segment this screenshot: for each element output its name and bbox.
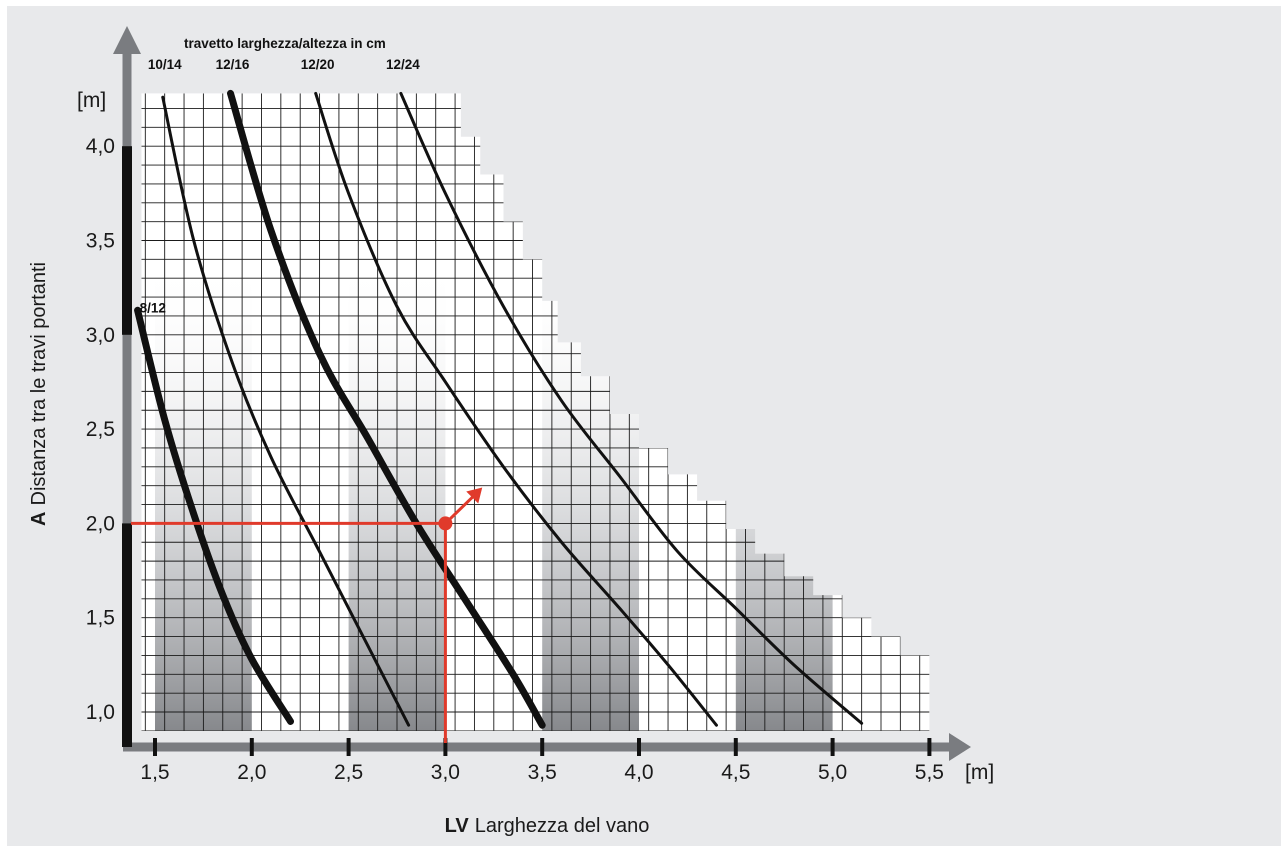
chart-title: travetto larghezza/altezza in cm xyxy=(184,36,386,51)
curve-label: 12/16 xyxy=(216,57,250,72)
x-axis-prefix: LV xyxy=(445,815,470,837)
x-tick-label: 4,5 xyxy=(721,761,750,784)
y-tick-label: 2,0 xyxy=(86,512,115,535)
x-tick-label: 5,0 xyxy=(818,761,847,784)
curve-8-12 xyxy=(134,306,295,725)
y-axis-marker xyxy=(122,523,132,747)
x-axis-arrow xyxy=(949,733,971,761)
x-tick-label: 2,5 xyxy=(334,761,363,784)
x-tick-label: 1,5 xyxy=(140,761,169,784)
grid-region xyxy=(141,93,930,731)
y-tick-label: 1,5 xyxy=(86,607,115,630)
example-arrow-head xyxy=(466,487,483,504)
example-point xyxy=(438,516,453,531)
y-tick-label: 2,5 xyxy=(86,418,115,441)
curve-10-14 xyxy=(161,95,411,727)
x-tick-label: 2,0 xyxy=(237,761,266,784)
curve-label: 12/20 xyxy=(301,57,335,72)
chart-frame: 1,5 2,0 2,5 3,0 3,5 4,0 4,5 5,0 5,5 1,0 1,5 2,0 2,5 3… xyxy=(7,6,1281,846)
axes: 1,5 2,0 2,5 3,0 3,5 4,0 4,5 5,0 5,5 1,0 1,5 2,0 2,5 3… xyxy=(86,26,971,784)
x-tick-label: 3,5 xyxy=(528,761,557,784)
y-tick-label: 1,0 xyxy=(86,701,115,724)
y-axis-prefix: A xyxy=(28,511,50,525)
y-axis-arrow xyxy=(113,26,141,54)
curve-12-16 xyxy=(227,89,546,729)
curve-12-24 xyxy=(399,91,864,725)
x-tick-label: 4,0 xyxy=(624,761,653,784)
x-axis-label: Larghezza del vano xyxy=(475,815,650,837)
curve-label: 10/14 xyxy=(148,57,182,72)
y-axis-title: A Distanza tra le travi portanti xyxy=(28,262,50,526)
y-axis-marker xyxy=(122,146,132,335)
curve-label: 8/12 xyxy=(140,300,166,315)
x-axis-title: LV Larghezza del vano xyxy=(445,815,650,837)
x-unit-label: [m] xyxy=(965,761,994,784)
x-tick-label: 3,0 xyxy=(431,761,460,784)
example-reading xyxy=(131,487,483,743)
y-tick-label: 3,5 xyxy=(86,230,115,253)
y-axis-label: Distanza tra le travi portanti xyxy=(28,262,50,505)
curve-label: 12/24 xyxy=(386,57,420,72)
chart: 1,5 2,0 2,5 3,0 3,5 4,0 4,5 5,0 5,5 1,0 1,5 2,0 2,5 3… xyxy=(28,26,994,837)
curves: 8/12 10/14 12/16 12/20 12/24 xyxy=(134,57,864,729)
y-tick-label: 4,0 xyxy=(86,135,115,158)
x-tick-label: 5,5 xyxy=(915,761,944,784)
curve-12-20 xyxy=(314,91,718,727)
y-tick-label: 3,0 xyxy=(86,324,115,347)
y-unit-label: [m] xyxy=(77,89,106,112)
